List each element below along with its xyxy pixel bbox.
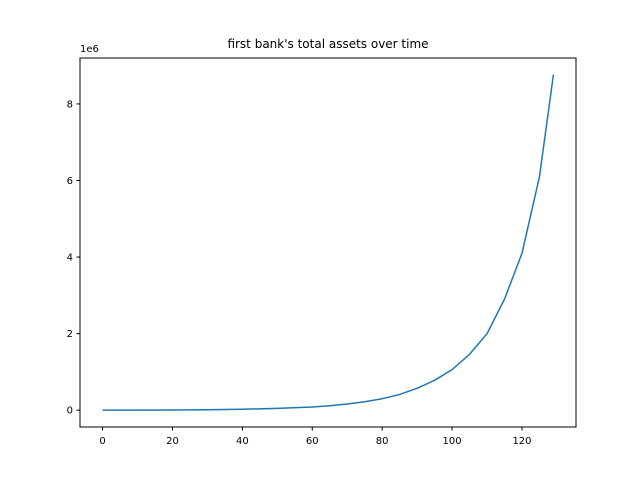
- y-tick-label: 8: [67, 99, 73, 110]
- x-tick-label: 60: [306, 436, 319, 447]
- y-tick-label: 4: [67, 253, 73, 264]
- ticks-layer: 0 20 40 60 80 100 120 0 2 4 6 8: [67, 99, 532, 447]
- x-tick-label: 120: [512, 436, 531, 447]
- x-tick-label: 40: [236, 436, 249, 447]
- y-offset-label: 1e6: [80, 44, 99, 55]
- y-tick-label: 2: [67, 329, 73, 340]
- x-tick-label: 0: [99, 436, 105, 447]
- plot-area-frame: [79, 57, 577, 428]
- chart-title: first bank's total assets over time: [227, 37, 428, 51]
- series-layer: [102, 74, 555, 411]
- series-line: [102, 74, 555, 411]
- x-tick-label: 80: [376, 436, 389, 447]
- x-tick-label: 20: [166, 436, 179, 447]
- y-tick-label: 6: [67, 176, 73, 187]
- x-tick-label: 100: [443, 436, 462, 447]
- y-tick-label: 0: [67, 406, 73, 417]
